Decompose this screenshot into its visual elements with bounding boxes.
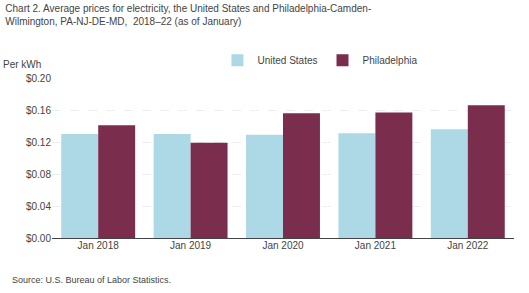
svg-text:$0.04: $0.04 bbox=[26, 201, 51, 212]
svg-text:Jan 2022: Jan 2022 bbox=[447, 240, 489, 251]
svg-text:Per kWh: Per kWh bbox=[3, 59, 41, 70]
svg-text:$0.20: $0.20 bbox=[26, 73, 51, 84]
svg-text:Jan 2018: Jan 2018 bbox=[78, 240, 120, 251]
svg-text:Source: U.S. Bureau of Labor S: Source: U.S. Bureau of Labor Statistics. bbox=[12, 275, 171, 285]
svg-text:Jan 2019: Jan 2019 bbox=[170, 240, 212, 251]
svg-text:Chart 2. Average prices for el: Chart 2. Average prices for electricity,… bbox=[5, 3, 371, 27]
svg-text:Jan 2020: Jan 2020 bbox=[262, 240, 304, 251]
svg-text:$0.08: $0.08 bbox=[26, 169, 51, 180]
svg-text:$0.12: $0.12 bbox=[26, 137, 51, 148]
svg-text:Jan 2021: Jan 2021 bbox=[355, 240, 397, 251]
svg-text:United States: United States bbox=[257, 55, 317, 66]
svg-text:$0.16: $0.16 bbox=[26, 105, 51, 116]
svg-text:$0.00: $0.00 bbox=[26, 233, 51, 244]
svg-text:Philadelphia: Philadelphia bbox=[363, 55, 418, 66]
